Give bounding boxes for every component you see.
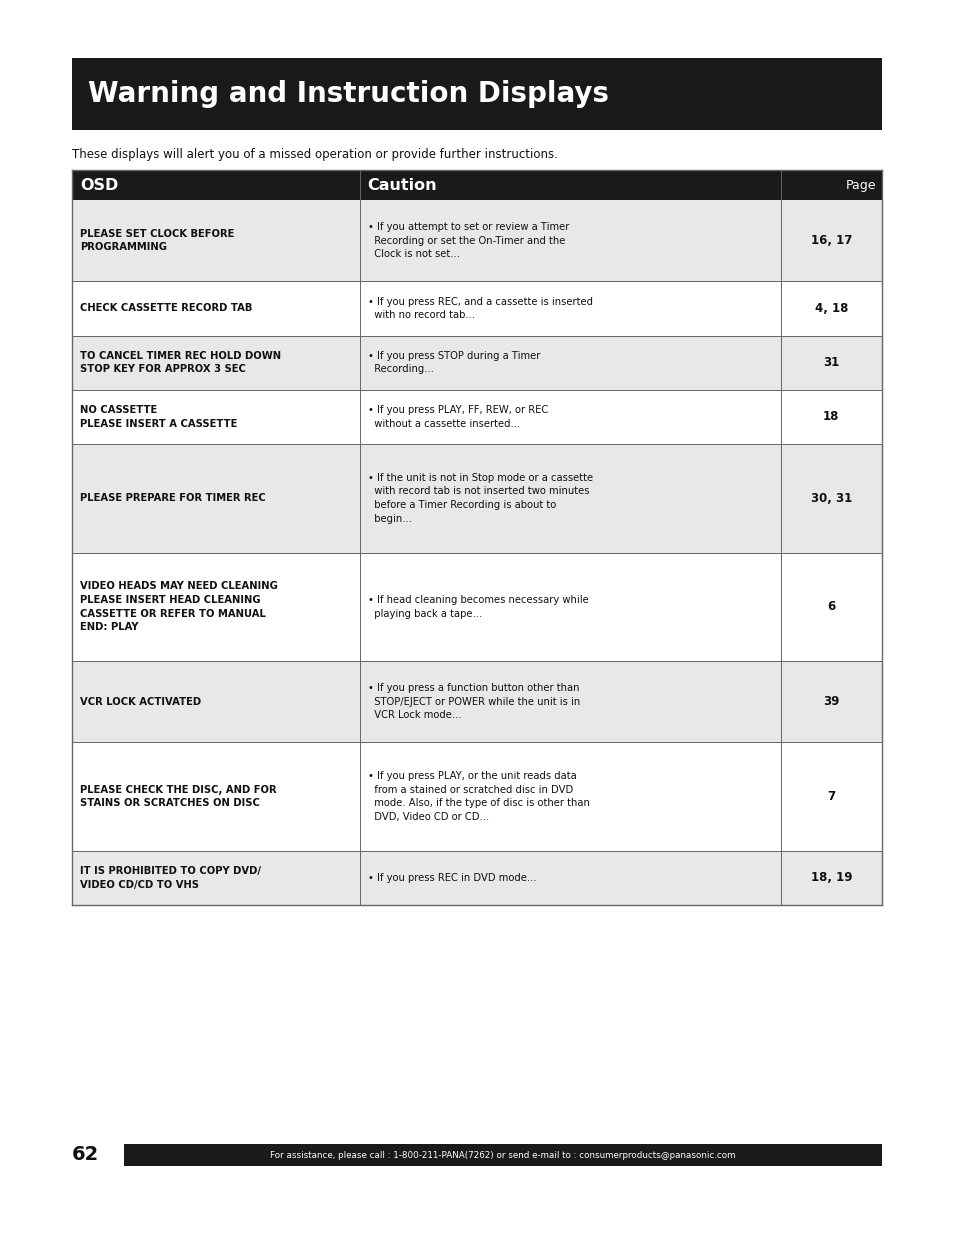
Bar [124, 1144, 882, 1166]
Bar [71, 282, 882, 336]
Text: For assistance, please call : 1-800-211-PANA(7262) or send e-mail to : consumerp: For assistance, please call : 1-800-211-… [270, 1151, 735, 1160]
Bar [71, 170, 882, 200]
Text: Warning and Instruction Displays: Warning and Instruction Displays [88, 80, 608, 107]
Text: These displays will alert you of a missed operation or provide further instructi: These displays will alert you of a misse… [71, 148, 558, 161]
Text: 4, 18: 4, 18 [814, 303, 847, 315]
Bar [71, 661, 882, 742]
Text: • If you press a function button other than
  STOP/EJECT or POWER while the unit: • If you press a function button other t… [367, 683, 579, 720]
Text: • If you press REC, and a cassette is inserted
  with no record tab...: • If you press REC, and a cassette is in… [367, 296, 592, 320]
Text: 39: 39 [822, 695, 839, 708]
Text: • If you attempt to set or review a Timer
  Recording or set the On-Timer and th: • If you attempt to set or review a Time… [367, 222, 568, 259]
Text: VIDEO HEADS MAY NEED CLEANING
PLEASE INSERT HEAD CLEANING
CASSETTE OR REFER TO M: VIDEO HEADS MAY NEED CLEANING PLEASE INS… [80, 582, 277, 632]
Bar [71, 58, 882, 130]
Text: TO CANCEL TIMER REC HOLD DOWN
STOP KEY FOR APPROX 3 SEC: TO CANCEL TIMER REC HOLD DOWN STOP KEY F… [80, 351, 281, 374]
Bar [71, 200, 882, 282]
Text: IT IS PROHIBITED TO COPY DVD/
VIDEO CD/CD TO VHS: IT IS PROHIBITED TO COPY DVD/ VIDEO CD/C… [80, 866, 261, 889]
Bar [71, 390, 882, 445]
Text: 62: 62 [71, 1146, 99, 1165]
Text: Caution: Caution [367, 178, 436, 193]
Text: 16, 17: 16, 17 [810, 235, 851, 247]
Text: PLEASE PREPARE FOR TIMER REC: PLEASE PREPARE FOR TIMER REC [80, 493, 266, 504]
Text: 30, 31: 30, 31 [810, 492, 851, 505]
Bar [71, 851, 882, 905]
Text: 18: 18 [822, 410, 839, 424]
Text: CHECK CASSETTE RECORD TAB: CHECK CASSETTE RECORD TAB [80, 304, 253, 314]
Text: OSD: OSD [80, 178, 118, 193]
Text: 31: 31 [822, 356, 839, 369]
Text: • If you press REC in DVD mode...: • If you press REC in DVD mode... [367, 873, 536, 883]
Text: PLEASE SET CLOCK BEFORE
PROGRAMMING: PLEASE SET CLOCK BEFORE PROGRAMMING [80, 228, 234, 252]
Bar [71, 336, 882, 390]
Bar [71, 742, 882, 851]
Text: • If you press PLAY, or the unit reads data
  from a stained or scratched disc i: • If you press PLAY, or the unit reads d… [367, 771, 589, 823]
Bar [71, 445, 882, 552]
Text: VCR LOCK ACTIVATED: VCR LOCK ACTIVATED [80, 697, 201, 706]
Text: • If head cleaning becomes necessary while
  playing back a tape...: • If head cleaning becomes necessary whi… [367, 595, 588, 619]
Text: 18, 19: 18, 19 [810, 872, 851, 884]
Text: 7: 7 [826, 790, 835, 803]
Text: PLEASE CHECK THE DISC, AND FOR
STAINS OR SCRATCHES ON DISC: PLEASE CHECK THE DISC, AND FOR STAINS OR… [80, 784, 276, 809]
Text: 6: 6 [826, 600, 835, 614]
Text: NO CASSETTE
PLEASE INSERT A CASSETTE: NO CASSETTE PLEASE INSERT A CASSETTE [80, 405, 237, 429]
Text: • If you press STOP during a Timer
  Recording...: • If you press STOP during a Timer Recor… [367, 351, 539, 374]
Bar [71, 552, 882, 661]
Text: Page: Page [844, 179, 875, 191]
Text: • If you press PLAY, FF, REW, or REC
  without a cassette inserted...: • If you press PLAY, FF, REW, or REC wit… [367, 405, 547, 429]
Text: • If the unit is not in Stop mode or a cassette
  with record tab is not inserte: • If the unit is not in Stop mode or a c… [367, 473, 592, 524]
